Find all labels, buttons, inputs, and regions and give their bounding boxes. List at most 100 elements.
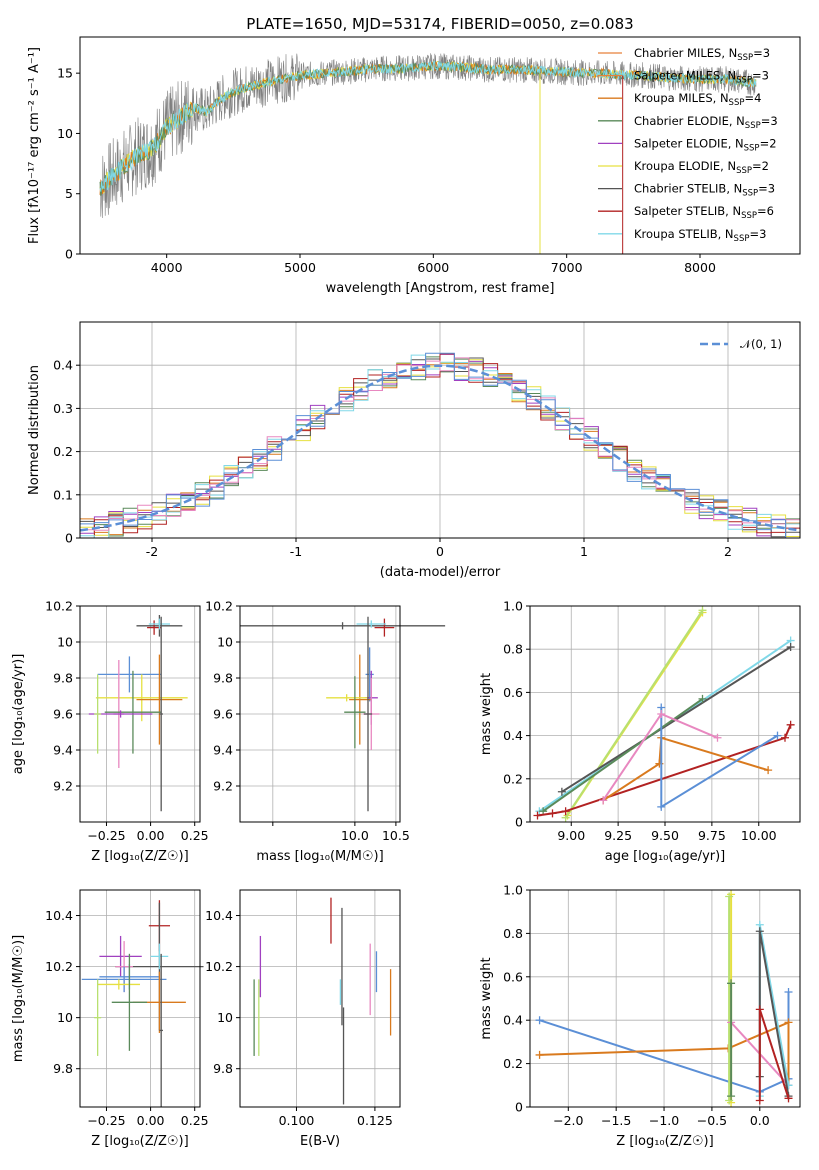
mass-vs-z-ylabel: mass [log₁₀(M/M☉)] [11, 935, 26, 1062]
massweight-vs-age-xtick-label: 9.50 [651, 828, 679, 843]
legend-entry: Chabrier ELODIE, NSSP=3 [634, 114, 778, 131]
legend-sub: SSP [741, 211, 757, 221]
massweight-vs-z-lines [535, 890, 793, 1107]
spectrum-ytick-label: 10 [57, 126, 73, 141]
massweight-vs-age-series-point [657, 710, 666, 718]
massweight-vs-age-ytick-label: 0.2 [503, 771, 523, 786]
legend-sub: SSP [736, 166, 752, 176]
spectrum-xtick-label: 4000 [151, 260, 183, 275]
massweight-vs-z-series-point [784, 1018, 793, 1027]
legend-entry: Salpeter MILES, NSSP=3 [634, 69, 769, 86]
massweight-vs-age-ytick-label: 0.6 [503, 685, 523, 700]
massweight-vs-z-series-point [755, 927, 764, 936]
massweight-vs-age-series-point [548, 809, 557, 818]
legend-sub: SSP [729, 98, 745, 108]
legend-entry: Salpeter STELIB, NSSP=6 [634, 204, 774, 221]
mass-vs-z-xlabel: Z [log₁₀(Z/Z☉)] [91, 1134, 188, 1149]
hist-xlabel: (data-model)/error [380, 565, 501, 580]
massweight-vs-z-frame [529, 889, 801, 1108]
spectrum-xlabel: wavelength [Angstrom, rest frame] [326, 281, 555, 296]
massweight-vs-z-xtick-label: 0.0 [750, 1113, 770, 1128]
massweight-vs-z-series-point [784, 987, 793, 996]
massweight-vs-z-xtick-label: −1.0 [649, 1113, 679, 1128]
age-vs-mass-xtick-label: 10.5 [382, 828, 410, 843]
massweight-vs-z-ytick-label: 0.4 [503, 1013, 523, 1028]
age-vs-mass-xlabel: mass [log₁₀(M/M☉)] [256, 849, 383, 864]
massweight-vs-age-series-line [542, 698, 704, 813]
massweight-vs-age-series-point [781, 733, 789, 742]
spectrum-ytick-label: 5 [65, 186, 73, 201]
legend-entry: Kroupa MILES, NSSP=4 [634, 91, 761, 108]
hist-axes: -2 -1 0 1 2 0 0.1 0.2 0.3 0.4 (data-model)/error No… [27, 322, 800, 580]
spectrum-axes: 4000 5000 6000 7000 8000 0 5 10 15 wavelength [An… [27, 47, 716, 296]
legend-entry: Kroupa ELODIE, NSSP=2 [634, 159, 769, 176]
massweight-vs-age-ylabel: mass weight [479, 673, 494, 755]
spectrum-frame [79, 36, 801, 255]
hist-xtick-label: -2 [146, 544, 158, 559]
legend-sub: SSP [737, 53, 753, 63]
massweight-vs-age-series-point [786, 643, 795, 652]
age-vs-mass-ytick-label: 10.2 [205, 599, 233, 614]
legend-entry: Chabrier STELIB, NSSP=3 [634, 182, 775, 199]
massweight-vs-z-series-point [755, 1096, 764, 1105]
age-vs-z-ytick-label: 9.6 [53, 707, 73, 722]
mass-vs-z-axes: −0.25 0.00 0.25 9.8 10 10.2 10.4 Z [log₁₀(Z/Z☉)… [11, 890, 209, 1149]
massweight-vs-age-ytick-label: 0.4 [503, 728, 523, 743]
massweight-vs-age-xtick-label: 9.00 [557, 828, 585, 843]
hist-legend-label: 𝒩(0, 1) [740, 337, 782, 351]
mass-vs-ebv-points [253, 897, 392, 1105]
legend-n: =3 [758, 182, 775, 196]
massweight-vs-z-series-line [758, 1009, 790, 1101]
massweight-vs-age-xtick-label: 9.75 [698, 828, 726, 843]
mass-vs-ebv-ytick-label: 10.2 [205, 959, 233, 974]
age-vs-z-axes: −0.25 0.00 0.25 9.2 9.4 9.6 9.8 10 10.2 Z [log₁₀(… [11, 599, 209, 865]
hist-frame [79, 321, 801, 539]
massweight-vs-z-series-point [784, 1094, 793, 1103]
age-vs-z-ytick-label: 9.4 [53, 743, 73, 758]
hist-steps [80, 352, 800, 538]
massweight-vs-age-xtick-label: 9.25 [604, 828, 632, 843]
age-vs-z-xlabel: Z [log₁₀(Z/Z☉)] [91, 849, 188, 864]
mass-vs-z-ytick-label: 10 [57, 1010, 73, 1025]
legend-n: =4 [744, 91, 761, 105]
age-vs-mass-ytick-label: 9.2 [213, 779, 233, 794]
age-vs-z-ylabel: age [log₁₀(age/yr)] [11, 654, 26, 775]
mass-vs-ebv-xtick-label: 0.100 [279, 1113, 315, 1128]
mass-vs-z-points [81, 900, 204, 1107]
age-vs-mass-ytick-label: 9.8 [213, 671, 233, 686]
massweight-vs-age-series-point [713, 733, 722, 742]
mass-vs-z-frame [79, 889, 201, 1108]
legend-n: =6 [757, 204, 774, 218]
massweight-vs-z-axes: −2.0 −1.5 −1.0 −0.5 0.0 0 0.2 0.4 0.6 0.8 1.0 Z [lo… [479, 883, 800, 1149]
hist-xtick-label: 0 [436, 544, 444, 559]
spectrum-xtick-label: 7000 [551, 260, 583, 275]
mass-vs-ebv-axes: 0.100 0.125 9.8 10 10.2 10.4 E(B-V) [205, 890, 400, 1149]
age-vs-mass-frame [239, 605, 401, 823]
massweight-vs-age-xlabel: age [log₁₀(age/yr)] [605, 849, 726, 864]
massweight-vs-z-xtick-label: −2.0 [553, 1113, 583, 1128]
mass-vs-z-xtick-label: 0.00 [137, 1113, 165, 1128]
massweight-vs-age-series-point [557, 787, 566, 796]
massweight-vs-z-series-line [539, 1020, 790, 1086]
mass-vs-ebv-ytick-label: 10 [217, 1010, 233, 1025]
hist-ytick-label: 0.1 [53, 487, 73, 502]
massweight-vs-z-series-point [727, 1092, 736, 1101]
massweight-vs-z-ytick-label: 0.8 [503, 926, 523, 941]
age-vs-z-xtick-label: −0.25 [87, 828, 125, 843]
massweight-vs-z-series-point [725, 892, 734, 901]
massweight-vs-age-series-point [764, 766, 773, 775]
massweight-vs-z-series-point [755, 1005, 764, 1014]
massweight-vs-z-series-point [725, 1096, 734, 1105]
mass-vs-ebv-xlabel: E(B-V) [300, 1134, 340, 1149]
massweight-vs-age-series-point [698, 694, 707, 703]
model-spectrum-kroupa_stelib [99, 60, 757, 192]
mass-vs-z-ytick-label: 10.4 [45, 908, 73, 923]
spectrum-ytick-label: 0 [65, 247, 73, 262]
hist-ylabel: Normed distribution [27, 365, 42, 495]
massweight-vs-z-ytick-label: 1.0 [503, 883, 523, 898]
massweight-vs-z-ylabel: mass weight [479, 957, 494, 1039]
hist-xtick-label: 1 [580, 544, 588, 559]
age-vs-mass-ytick-label: 10 [217, 635, 233, 650]
legend-entry: Kroupa STELIB, NSSP=3 [634, 227, 766, 244]
spectrum-ylabel: Flux [fλ10⁻¹⁷ erg cm⁻² s⁻¹ A⁻¹] [27, 47, 42, 244]
